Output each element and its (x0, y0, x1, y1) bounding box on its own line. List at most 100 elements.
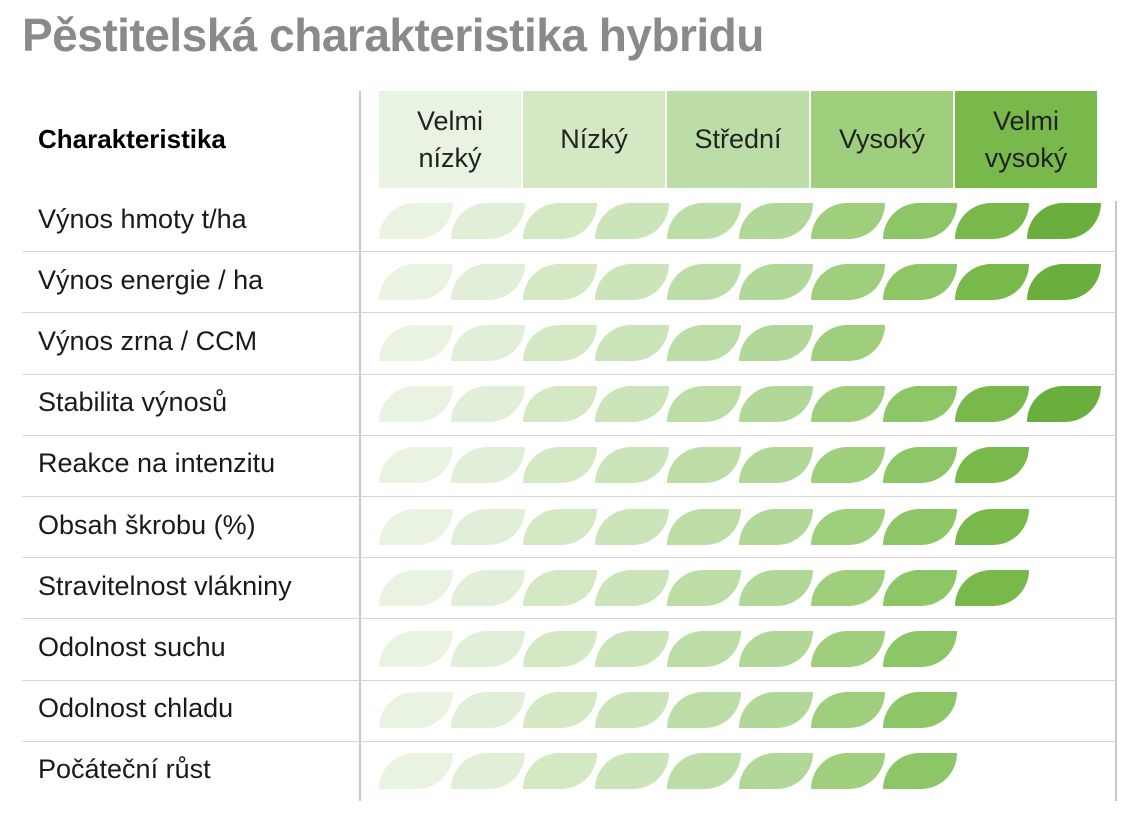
row-divider (22, 557, 1116, 558)
leaf-mark (379, 263, 453, 300)
row-divider (22, 251, 1116, 252)
leaf-mark (955, 202, 1029, 239)
leaf-mark (379, 631, 453, 667)
leaf-mark (811, 508, 885, 545)
row-label: Výnos zrna / CCM (38, 326, 258, 356)
leaf-mark (883, 569, 957, 606)
leaf-mark (523, 202, 597, 239)
leaf-mark (883, 386, 957, 423)
right-divider (1115, 201, 1117, 801)
leaf-mark (451, 753, 525, 790)
leaf-mark (379, 202, 453, 239)
leaf-mark (379, 753, 453, 790)
leaf-mark (739, 753, 813, 790)
leaf-mark (379, 692, 453, 729)
leaf-mark (523, 263, 597, 300)
leaf-mark (595, 263, 669, 300)
leaf-mark (667, 325, 741, 361)
leaf-mark (523, 386, 597, 423)
leaf-mark (451, 263, 525, 300)
row-label: Výnos hmoty t/ha (38, 203, 247, 234)
leaf-mark (811, 263, 885, 300)
leaf-mark (739, 386, 813, 423)
leaf-mark (667, 263, 741, 300)
leaf-mark (739, 202, 813, 239)
leaf-mark (1027, 263, 1101, 300)
leaf-mark (739, 508, 813, 545)
leaf-mark (811, 202, 885, 239)
leaf-mark (451, 447, 525, 484)
leaf-mark (595, 569, 669, 606)
row-label: Stabilita výnosů (38, 387, 228, 418)
leaf-mark (811, 631, 885, 667)
leaf-mark (523, 753, 597, 790)
leaf-mark (667, 202, 741, 239)
leaf-mark (379, 447, 453, 484)
leaf-mark (667, 631, 741, 667)
row-divider (22, 374, 1116, 375)
row-label: Obsah škrobu (%) (38, 509, 256, 540)
leaf-mark (595, 753, 669, 790)
leaf-mark (739, 263, 813, 300)
level-header-1: Velmi nízký (379, 91, 521, 188)
left-divider (359, 91, 361, 801)
column-header: Charakteristika (38, 124, 226, 154)
row-divider (22, 680, 1116, 681)
leaf-mark (739, 692, 813, 729)
row-label: Počáteční růst (38, 754, 211, 785)
leaf-mark (523, 631, 597, 667)
row-label: Stravitelnost vlákniny (38, 570, 292, 601)
leaf-mark (667, 692, 741, 729)
leaf-mark (811, 386, 885, 423)
leaf-mark (739, 447, 813, 484)
leaf-mark (451, 508, 525, 545)
leaf-mark (883, 753, 957, 790)
leaf-mark (883, 263, 957, 300)
leaf-mark (595, 631, 669, 667)
chart-title: Pěstitelská charakteristika hybridu (22, 9, 764, 61)
leaf-mark (811, 753, 885, 790)
leaf-mark (883, 508, 957, 545)
leaf-mark (523, 692, 597, 729)
leaf-mark (451, 386, 525, 423)
leaf-mark (523, 569, 597, 606)
leaf-mark (955, 508, 1029, 545)
leaf-mark (955, 569, 1029, 606)
leaf-mark (811, 447, 885, 484)
row-divider (22, 741, 1116, 742)
level-header-2: Nízký (523, 91, 665, 188)
row-label: Odolnost suchu (38, 632, 226, 662)
leaf-mark (1027, 202, 1101, 239)
leaf-mark (595, 447, 669, 484)
leaf-mark (667, 569, 741, 606)
leaf-mark (379, 508, 453, 545)
leaf-mark (811, 692, 885, 729)
leaf-mark (595, 692, 669, 729)
leaf-mark (379, 325, 453, 361)
leaf-mark (595, 325, 669, 361)
leaf-mark (667, 753, 741, 790)
leaf-mark (811, 569, 885, 606)
leaf-mark (595, 386, 669, 423)
leaf-mark (595, 508, 669, 545)
row-label: Odolnost chladu (38, 693, 234, 724)
row-divider (22, 312, 1116, 313)
leaf-mark (667, 508, 741, 545)
leaf-mark (739, 569, 813, 606)
leaf-mark (883, 202, 957, 239)
leaf-mark (451, 569, 525, 606)
row-label: Reakce na intenzitu (38, 448, 276, 479)
leaf-mark (523, 325, 597, 361)
leaf-mark (667, 386, 741, 423)
level-header-5: Velmi vysoký (955, 91, 1097, 188)
leaf-mark (811, 325, 885, 361)
leaf-mark (955, 386, 1029, 423)
leaf-mark (379, 569, 453, 606)
leaf-mark (379, 386, 453, 423)
leaf-mark (955, 447, 1029, 484)
leaf-mark (883, 631, 957, 667)
leaf-mark (451, 631, 525, 667)
level-header-4: Vysoký (811, 91, 953, 188)
row-divider (22, 496, 1116, 497)
leaf-mark (883, 447, 957, 484)
